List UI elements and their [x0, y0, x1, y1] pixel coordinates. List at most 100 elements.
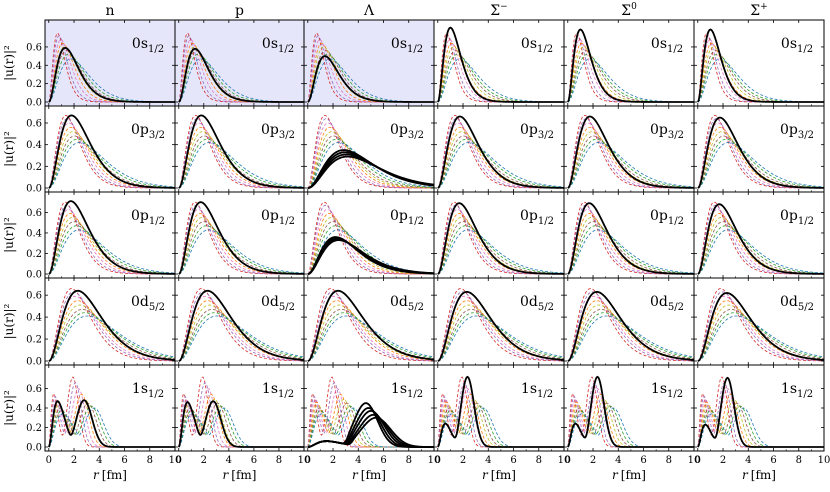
state-label-sub: 1/2: [278, 389, 294, 400]
state-label-sub: 1/2: [667, 389, 683, 400]
state-label-main: 0p: [520, 208, 538, 224]
reference-curve-6: [567, 405, 694, 448]
reference-curve-6: [178, 138, 304, 189]
state-label-main: 0s: [262, 36, 278, 52]
main-curve-0: [567, 115, 694, 189]
x-tick-label: 4: [745, 455, 751, 466]
main-curve-0: [437, 375, 564, 448]
state-label: 0s1/2: [132, 36, 164, 55]
panel-r3-c3: 0d5/2: [433, 277, 565, 366]
reference-curve-5: [567, 221, 694, 275]
x-axis-title: r [fm]: [742, 468, 776, 482]
x-tick-label: 4: [355, 455, 361, 466]
reference-curve-0: [307, 115, 434, 189]
panel-background: [434, 20, 564, 106]
column-title-4: Σ0: [621, 2, 637, 19]
x-tick-label: 8: [536, 455, 542, 466]
x-tick-label: 2: [460, 455, 466, 466]
x-axis-title: r [fm]: [352, 468, 386, 482]
main-curve-0: [566, 28, 694, 103]
state-label: 0s1/2: [781, 36, 813, 55]
reference-curve-6: [48, 53, 175, 103]
reference-curve-2: [178, 295, 304, 362]
panel-curves: [567, 115, 694, 189]
state-label-sub: 5/2: [149, 302, 165, 313]
x-tick-label: 0: [46, 455, 52, 466]
reference-curve-0: [178, 288, 304, 362]
state-label-main: 0p: [131, 122, 149, 138]
panel-r2-c5: 0p1/2: [693, 191, 825, 279]
y-tick-label: 0.2: [26, 335, 42, 346]
panel-curves: [48, 114, 175, 189]
reference-curve-7: [48, 229, 175, 275]
reference-curve-6: [567, 138, 694, 189]
reference-curve-4: [307, 131, 434, 189]
panel-r0-c1: 0s1/2: [174, 19, 305, 107]
state-label-sub: 3/2: [538, 130, 554, 141]
panel-background: [175, 278, 304, 365]
panel-curves: [437, 201, 564, 275]
reference-curve-7: [307, 58, 434, 103]
main-curve-0: [567, 202, 694, 275]
x-axis-title: r [fm]: [223, 468, 257, 482]
panel-r1-c0: 0p3/2: [44, 105, 176, 193]
state-label: 0d5/2: [261, 294, 295, 313]
x-tick-label: 4: [226, 455, 232, 466]
y-tick-label: 0.0: [26, 98, 42, 109]
panel-r3-c0: 0d5/2: [44, 277, 176, 366]
x-tick-label: 4: [96, 455, 102, 466]
reference-curve-6: [48, 138, 175, 189]
state-label-sub: 5/2: [538, 302, 554, 313]
y-tick-label: 0.4: [26, 140, 42, 151]
state-label-main: 0s: [651, 36, 667, 52]
main-curve-0: [436, 26, 564, 103]
column-title-base: p: [235, 3, 244, 19]
reference-curve-0: [567, 115, 694, 189]
x-tick-label: 6: [380, 455, 386, 466]
panel-r0-c3: 0s1/2: [433, 19, 565, 107]
state-label-main: 0s: [391, 36, 407, 52]
state-label-main: 0p: [520, 122, 538, 138]
reference-curve-5: [697, 221, 824, 275]
panel-curves: [567, 201, 694, 275]
column-title-2: Λ: [363, 3, 375, 19]
reference-curve-0: [48, 288, 175, 362]
state-label-main: 1s: [521, 381, 537, 397]
main-curve-0: [697, 292, 824, 362]
state-label-sub: 1/2: [538, 216, 554, 227]
panel-r0-c4: 0s1/2: [563, 19, 695, 107]
reference-curve-7: [697, 229, 824, 275]
state-label-main: 0d: [261, 294, 279, 310]
y-axis-title: |u(r)|²: [2, 217, 16, 253]
x-axis-title-unit: [fm]: [361, 468, 386, 482]
x-tick-label: 2: [201, 455, 207, 466]
panel-curves: [437, 288, 564, 362]
main-curve-0: [47, 399, 175, 448]
state-label-sub: 1/2: [407, 44, 423, 55]
state-label-sub: 5/2: [279, 302, 295, 313]
reference-curve-4: [178, 304, 304, 362]
panel-curves: [566, 28, 694, 103]
column-title-3: Σ−: [490, 2, 507, 19]
main-curve-0: [48, 46, 175, 103]
reference-curve-2: [48, 295, 175, 362]
x-axis-title-var: r: [742, 468, 749, 482]
y-tick-label: 0.0: [26, 443, 42, 454]
state-label-sub: 1/2: [148, 44, 164, 55]
panel-r0-c0: 0s1/2: [44, 19, 176, 107]
state-label-main: 1s: [132, 381, 148, 397]
state-label: 0d5/2: [390, 294, 424, 313]
state-label-main: 1s: [781, 381, 797, 397]
reference-curve-5: [307, 309, 434, 362]
reference-curve-4: [307, 304, 434, 362]
reference-curve-6: [697, 312, 824, 362]
panel-background: [434, 278, 564, 365]
reference-curve-6: [567, 53, 694, 103]
panel-background: [564, 192, 694, 278]
state-label-sub: 3/2: [798, 130, 814, 141]
state-label-main: 0s: [521, 36, 537, 52]
panel-curves: [307, 376, 434, 448]
reference-curve-7: [178, 229, 304, 275]
state-label-sub: 1/2: [279, 216, 295, 227]
main-curve-4: [307, 416, 434, 448]
